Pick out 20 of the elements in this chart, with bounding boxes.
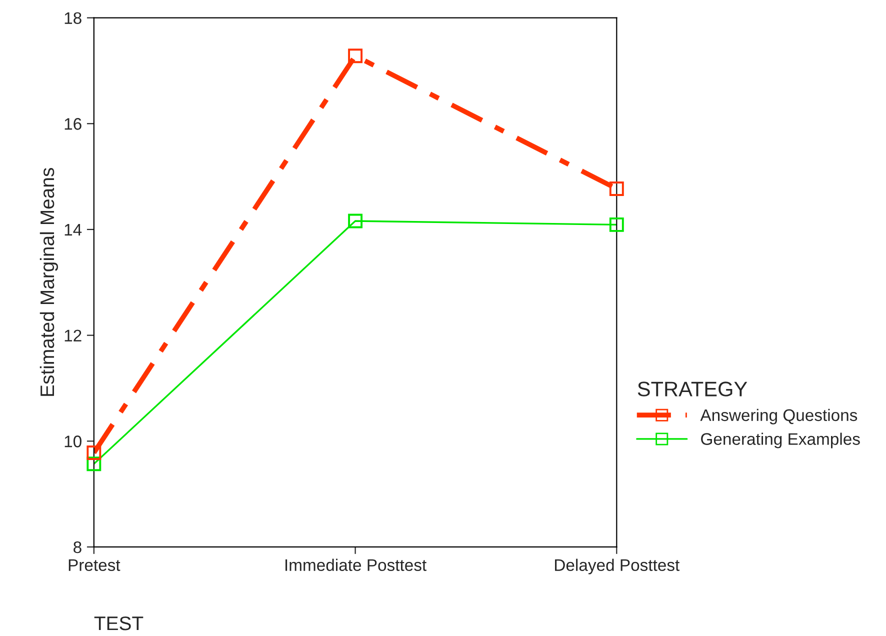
y-axis-title: Estimated Marginal Means [40, 168, 58, 396]
y-tick-label: 14 [64, 224, 82, 236]
legend-label: Answering Questions [700, 408, 858, 424]
y-tick-label: 18 [64, 12, 82, 24]
x-tick-label: Immediate Posttest [286, 558, 426, 572]
legend-label: Generating Examples [701, 432, 860, 448]
y-tick-label: 12 [64, 330, 82, 342]
point [348, 48, 363, 64]
point [86, 456, 102, 472]
x-tick-label: Delayed Posttest [555, 558, 680, 574]
y-tick-label: 10 [64, 436, 82, 448]
point [86, 446, 102, 460]
legend-title: STRATEGY [638, 382, 748, 396]
point [609, 182, 624, 196]
point [609, 217, 624, 232]
y-tick-label: 16 [64, 118, 82, 130]
x-axis-title: TEST [94, 616, 144, 630]
point [348, 214, 363, 228]
x-tick-label: Pretest [68, 559, 120, 572]
y-tick-label: 8 [74, 541, 82, 554]
